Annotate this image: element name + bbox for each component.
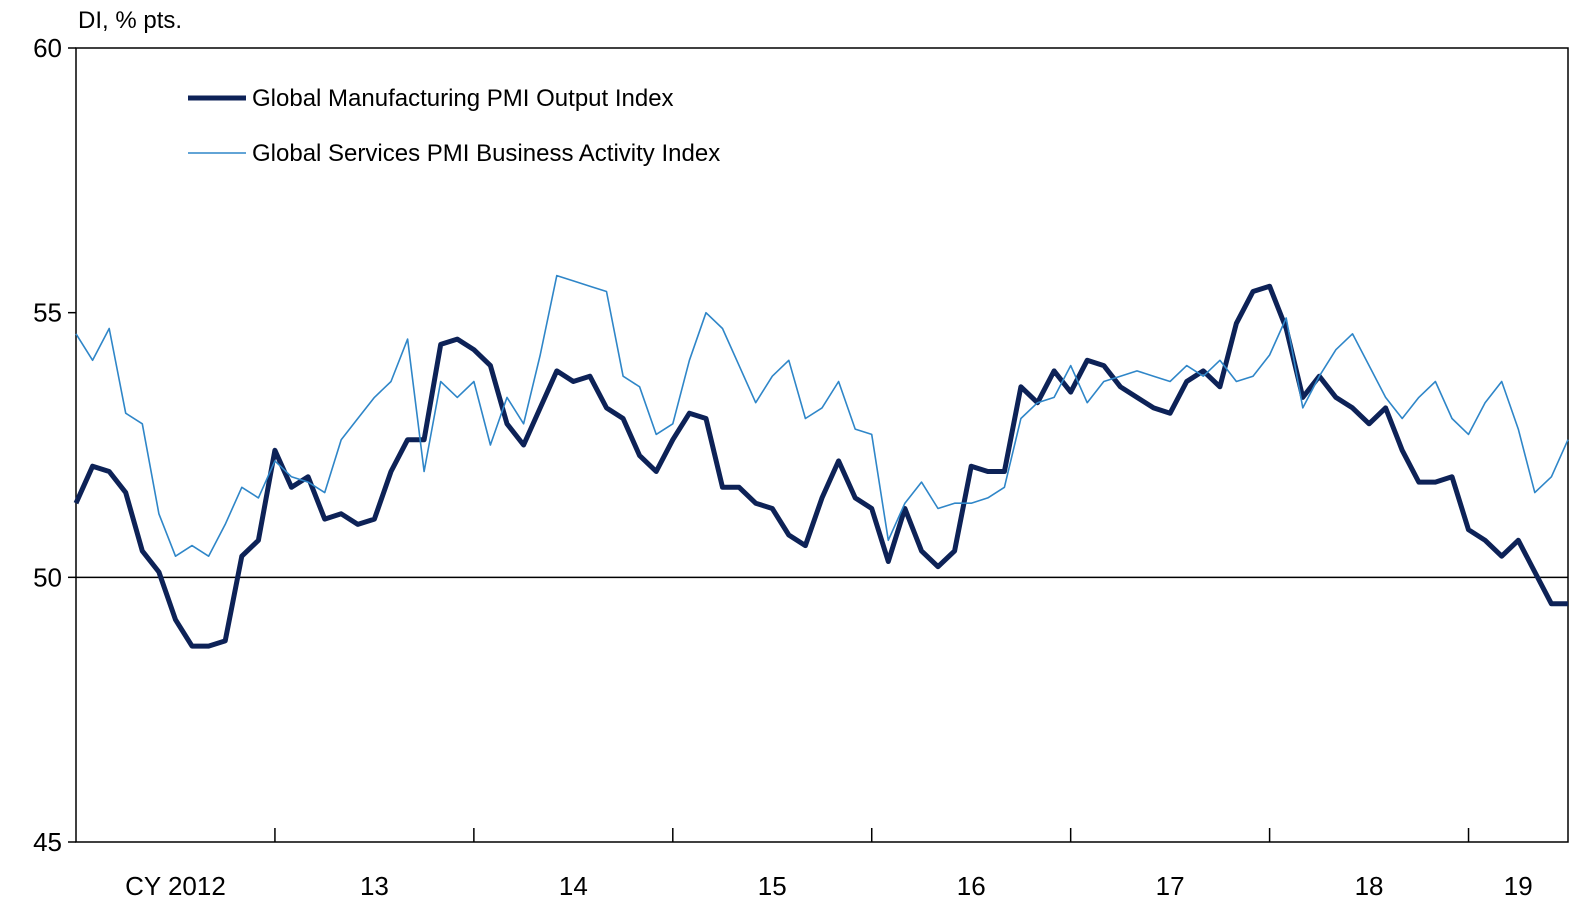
y-axis-unit-label: DI, % pts. bbox=[78, 7, 182, 34]
x-year-label: 14 bbox=[559, 871, 588, 901]
series-layer bbox=[73, 274, 1569, 649]
series-line-services bbox=[75, 274, 1569, 558]
y-axis-ticks: 45 50 55 60 bbox=[33, 33, 76, 857]
y-tick-label: 60 bbox=[33, 33, 62, 63]
legend-label-manufacturing: Global Manufacturing PMI Output Index bbox=[252, 85, 674, 112]
y-tick-label: 55 bbox=[33, 298, 62, 328]
x-year-label: 17 bbox=[1156, 871, 1185, 901]
legend: Global Manufacturing PMI Output Index Gl… bbox=[188, 85, 720, 167]
x-year-label: 19 bbox=[1504, 871, 1533, 901]
series-line-manufacturing bbox=[73, 283, 1568, 649]
x-year-label: CY 2012 bbox=[125, 871, 226, 901]
x-year-label: 15 bbox=[758, 871, 787, 901]
y-tick-label: 45 bbox=[33, 827, 62, 857]
x-axis-ticks: CY 2012 13 14 15 16 17 18 19 bbox=[125, 828, 1533, 901]
y-tick-label: 50 bbox=[33, 562, 62, 592]
x-year-label: 16 bbox=[957, 871, 986, 901]
legend-label-services: Global Services PMI Business Activity In… bbox=[252, 140, 720, 167]
x-year-label: 18 bbox=[1355, 871, 1384, 901]
plot-area-frame bbox=[75, 47, 1569, 843]
x-year-label: 13 bbox=[360, 871, 389, 901]
